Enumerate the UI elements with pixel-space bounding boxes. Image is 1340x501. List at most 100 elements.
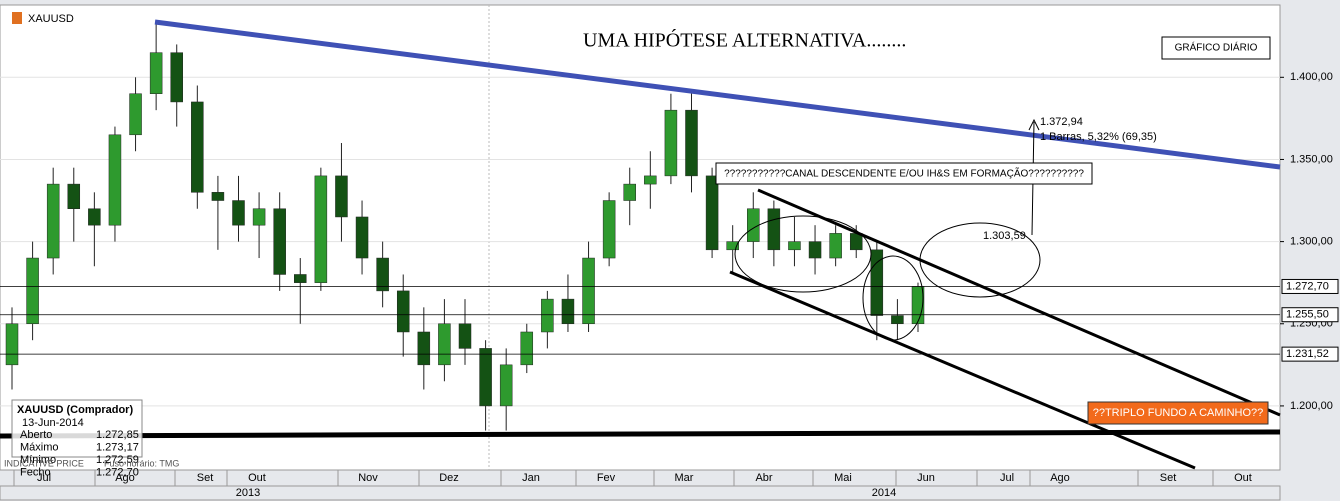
level-box: [1281, 307, 1339, 323]
note: 1 Barras, 5,32% (69,35): [1040, 131, 1157, 143]
candle-body: [88, 208, 101, 226]
candle-body: [829, 233, 842, 259]
candle-body: [396, 290, 410, 333]
candle-body: [520, 331, 534, 366]
x-tick-label: Nov: [358, 472, 378, 484]
y-tick-label: 1.400,00: [1290, 71, 1333, 83]
trend-line: [154, 19, 1281, 170]
badge-box: [1161, 36, 1271, 60]
candle-body: [849, 233, 863, 251]
year-label: 2014: [872, 487, 896, 499]
info-title: XAUUSD (Comprador): [17, 404, 133, 416]
x-tick-label: Jul: [1000, 472, 1014, 484]
year-label: 2013: [236, 487, 260, 499]
ellipse: [919, 222, 1041, 298]
candle-body: [644, 175, 657, 185]
candle-body: [438, 323, 451, 366]
candle-body: [149, 52, 163, 94]
x-tick-label: Mar: [675, 472, 694, 484]
candle-body: [335, 175, 348, 218]
ellipse: [862, 255, 924, 341]
note-box: [1087, 401, 1269, 425]
candle-body: [582, 257, 595, 325]
candle-body: [67, 183, 81, 209]
candle-body: [458, 323, 472, 349]
candle-body: [191, 101, 204, 193]
level-box: [1281, 278, 1339, 294]
x-tick-label: Dez: [439, 472, 459, 484]
level-box: [1281, 346, 1339, 362]
candle-body: [232, 200, 245, 226]
info-label: Máximo: [20, 441, 59, 453]
candle-body: [891, 315, 904, 325]
candle-body: [108, 134, 122, 226]
candle-body: [561, 298, 575, 325]
note: 1.303,59: [983, 230, 1026, 242]
info-label: Mínimo: [20, 454, 56, 466]
info-box: [11, 399, 143, 458]
info-value: 1.272,70: [96, 466, 139, 478]
level-label: 1.255,50: [1286, 309, 1329, 321]
x-tick-label: Set: [197, 472, 214, 484]
candle-body: [479, 348, 492, 407]
x-tick-label: Out: [1234, 472, 1252, 484]
info-value: 1.272,59: [96, 454, 139, 466]
x-tick-label: Mai: [834, 472, 852, 484]
candle-body: [602, 200, 616, 259]
x-tick-label: Ago: [1050, 472, 1070, 484]
x-tick-label: Jul: [37, 472, 51, 484]
candle-body: [417, 331, 431, 366]
candle-body: [623, 183, 636, 201]
candle-body: [705, 175, 719, 251]
candle-body: [685, 109, 698, 177]
y-tick-label: 1.350,00: [1290, 153, 1333, 165]
candle-body: [129, 93, 142, 136]
x-tick-label: Fev: [597, 472, 616, 484]
candle-body: [314, 175, 328, 283]
plot-area: [0, 4, 1281, 471]
candle-body: [499, 364, 513, 407]
y-tick-label: 1.300,00: [1290, 236, 1333, 248]
ellipse: [734, 215, 872, 293]
candle-body: [541, 298, 554, 333]
candle-body: [170, 52, 183, 103]
candle-body: [252, 208, 266, 226]
footer: Fuso horário: TMG: [104, 458, 179, 468]
x-tick-label: Ago: [115, 472, 135, 484]
candle-body: [273, 208, 286, 275]
candle-body: [788, 241, 801, 251]
symbol: XAUUSD: [28, 13, 74, 25]
candle-body: [26, 257, 39, 325]
candle-body: [211, 192, 225, 201]
candle-body: [376, 257, 389, 292]
marks: [0, 23, 1280, 431]
candle-body: [767, 208, 781, 251]
level-label: 1.272,70: [1286, 280, 1329, 292]
channel-line: [729, 270, 1196, 470]
note-box: [715, 162, 1093, 185]
x-tick-label: Abr: [755, 472, 772, 484]
candle-body: [355, 216, 369, 259]
note: ???????????CANAL DESCENDENTE E/OU IH&S E…: [724, 167, 1084, 180]
note: ??TRIPLO FUNDO A CAMINHO??: [1093, 407, 1264, 419]
channel-line: [757, 188, 1281, 417]
info-date: 13-Jun-2014: [22, 417, 84, 429]
support-line: [0, 429, 1281, 439]
x-tick-label: Out: [248, 472, 266, 484]
info-label: Aberto: [20, 429, 52, 441]
candle-body: [5, 323, 19, 366]
y-tick-label: 1.200,00: [1290, 400, 1333, 412]
info-value: 1.272,85: [96, 429, 139, 441]
badge: GRÁFICO DIÁRIO: [1175, 41, 1258, 54]
candle-body: [747, 208, 760, 242]
note: 1.372,94: [1040, 116, 1083, 128]
info-value: 1.273,17: [96, 441, 139, 453]
candle-body: [664, 109, 678, 177]
arrow-head: [1028, 118, 1040, 131]
x-tick-label: Set: [1160, 472, 1177, 484]
footer: INDICATIVE PRICE: [4, 458, 84, 468]
level-label: 1.231,52: [1286, 348, 1329, 360]
info-label: Fecho: [20, 466, 51, 478]
candle-body: [808, 241, 822, 259]
